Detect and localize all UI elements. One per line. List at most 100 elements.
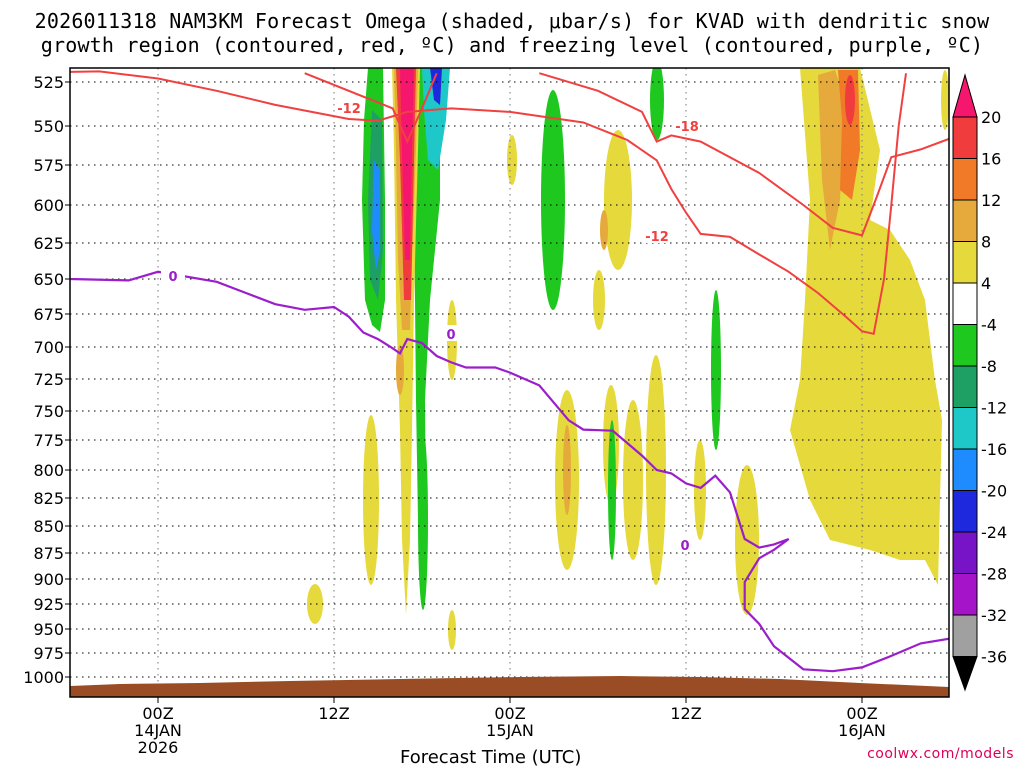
contour-label-minus12-bg (645, 227, 669, 243)
colorbar-label: 8 (981, 233, 991, 252)
colorbar-bin (952, 199, 978, 242)
omega-weak-rise-patch (307, 584, 323, 624)
colorbar-label: 20 (981, 108, 1001, 127)
y-tick-label: 625 (33, 234, 64, 253)
colorbar-label: -8 (981, 357, 997, 376)
x-tick-date: 15JAN (486, 721, 534, 740)
omega-sink-patch (608, 420, 616, 560)
colorbar-bin (952, 158, 978, 201)
chart-title-line2: growth region (contoured, red, ºC) and f… (40, 33, 984, 57)
colorbar-label: 16 (981, 150, 1001, 169)
x-tick-label: 00Z (142, 704, 173, 723)
contour-label-zero: 0 (446, 328, 455, 343)
omega-weak-rise-patch (363, 415, 379, 585)
credit-link[interactable]: coolwx.com/models (867, 746, 1014, 762)
omega-sink-patch (711, 290, 721, 450)
contour-label-zero-bg (673, 536, 697, 552)
chart-title-line1: 2026011318 NAM3KM Forecast Omega (shaded… (34, 9, 990, 33)
omega-sink-patch (541, 90, 565, 310)
y-tick-label: 600 (33, 196, 64, 215)
contour-label-minus12: -12 (645, 230, 669, 245)
contour-label-zero-bg (161, 267, 185, 283)
y-tick-label: 975 (33, 644, 64, 663)
colorbar-bin (952, 116, 978, 159)
colorbar-bin (952, 241, 978, 284)
omega-sink-max (372, 160, 380, 270)
y-tick-label: 1000 (23, 668, 64, 687)
y-tick-label: 550 (33, 117, 64, 136)
x-axis-label: Forecast Time (UTC) (400, 747, 582, 768)
colorbar-bin (952, 407, 978, 450)
y-tick-label: 950 (33, 620, 64, 639)
y-tick-label: 750 (33, 402, 64, 421)
colorbar-label: -4 (981, 316, 997, 335)
colorbar-bin (952, 365, 978, 408)
colorbar-label: -36 (981, 648, 1007, 667)
x-tick-label: 00Z (846, 704, 877, 723)
colorbar-label: -12 (981, 399, 1007, 418)
colorbar-label: 4 (981, 274, 991, 293)
terrain-fill (70, 676, 949, 697)
contour-label-zero-bg (439, 325, 463, 341)
colorbar-label: -28 (981, 565, 1007, 584)
omega-weak-rise-patch (448, 610, 456, 650)
x-tick-date: 14JAN (134, 721, 182, 740)
colorbar-bin (952, 490, 978, 533)
omega-moderate-patch (396, 345, 404, 395)
dgz-contour-minus12 (70, 70, 907, 336)
contour-label-minus12-bg (337, 99, 361, 115)
y-tick-label: 875 (33, 544, 64, 563)
omega-moderate-patch (600, 210, 608, 250)
y-tick-label: 850 (33, 517, 64, 536)
omega-updraft-core (400, 68, 414, 260)
y-tick-label: 925 (33, 595, 64, 614)
colorbar-bin (952, 448, 978, 491)
dgz-contour-minus18 (539, 72, 949, 237)
omega-moderate-patch (563, 425, 571, 515)
colorbar: 20 16 12 8 4 -4 -8 -12 -16 -20 -24 -28 -32 -36 (952, 73, 1007, 692)
omega-weak-rise-patch (507, 135, 517, 185)
colorbar-label: -20 (981, 482, 1007, 501)
y-tick-label: 800 (33, 461, 64, 480)
omega-weak-rise-patch (623, 400, 643, 560)
omega-sink-upper-core (430, 68, 442, 105)
colorbar-label: -16 (981, 440, 1007, 459)
omega-weak-rise-patch (604, 130, 632, 270)
y-tick-label: 900 (33, 570, 64, 589)
x-tick-label: 12Z (670, 704, 701, 723)
terrain (70, 676, 949, 697)
y-tick-label: 725 (33, 370, 64, 389)
omega-weak-rise-patch (593, 270, 605, 330)
omega-weak-rise-region (790, 68, 942, 585)
y-tick-label: 775 (33, 431, 64, 450)
colorbar-label: -24 (981, 523, 1007, 542)
contour-label-minus12: -12 (337, 102, 361, 117)
colorbar-min-arrow (952, 656, 978, 692)
contour-label-zero: 0 (168, 270, 177, 285)
omega-sink-streak (414, 68, 440, 608)
omega-weak-rise-patch (694, 440, 706, 540)
y-tick-label: 825 (33, 489, 64, 508)
contour-label-minus18: -18 (675, 120, 699, 135)
omega-shading (307, 68, 949, 650)
y-tick-label: 700 (33, 338, 64, 357)
y-tick-label: 575 (33, 156, 64, 175)
colorbar-bin (952, 324, 978, 367)
colorbar-bin (952, 614, 978, 657)
freezing-level-contour (70, 270, 949, 673)
y-tick-label: 675 (33, 305, 64, 324)
colorbar-max-arrow (952, 73, 978, 118)
y-tick-label: 650 (33, 270, 64, 289)
colorbar-label: 12 (981, 191, 1001, 210)
dgz-contour-minus12-inner (304, 72, 438, 145)
colorbar-bin (952, 282, 978, 325)
contour-label-minus18-bg (675, 117, 699, 133)
contour-label-zero: 0 (680, 539, 689, 554)
y-axis: 525 550 575 600 625 650 675 700 725 750 775 800 825 8… (23, 73, 70, 687)
omega-core (845, 75, 855, 125)
colorbar-label: -32 (981, 606, 1007, 625)
contours: -12 -12 -18 0 0 0 (70, 70, 949, 673)
colorbar-bin (952, 531, 978, 574)
